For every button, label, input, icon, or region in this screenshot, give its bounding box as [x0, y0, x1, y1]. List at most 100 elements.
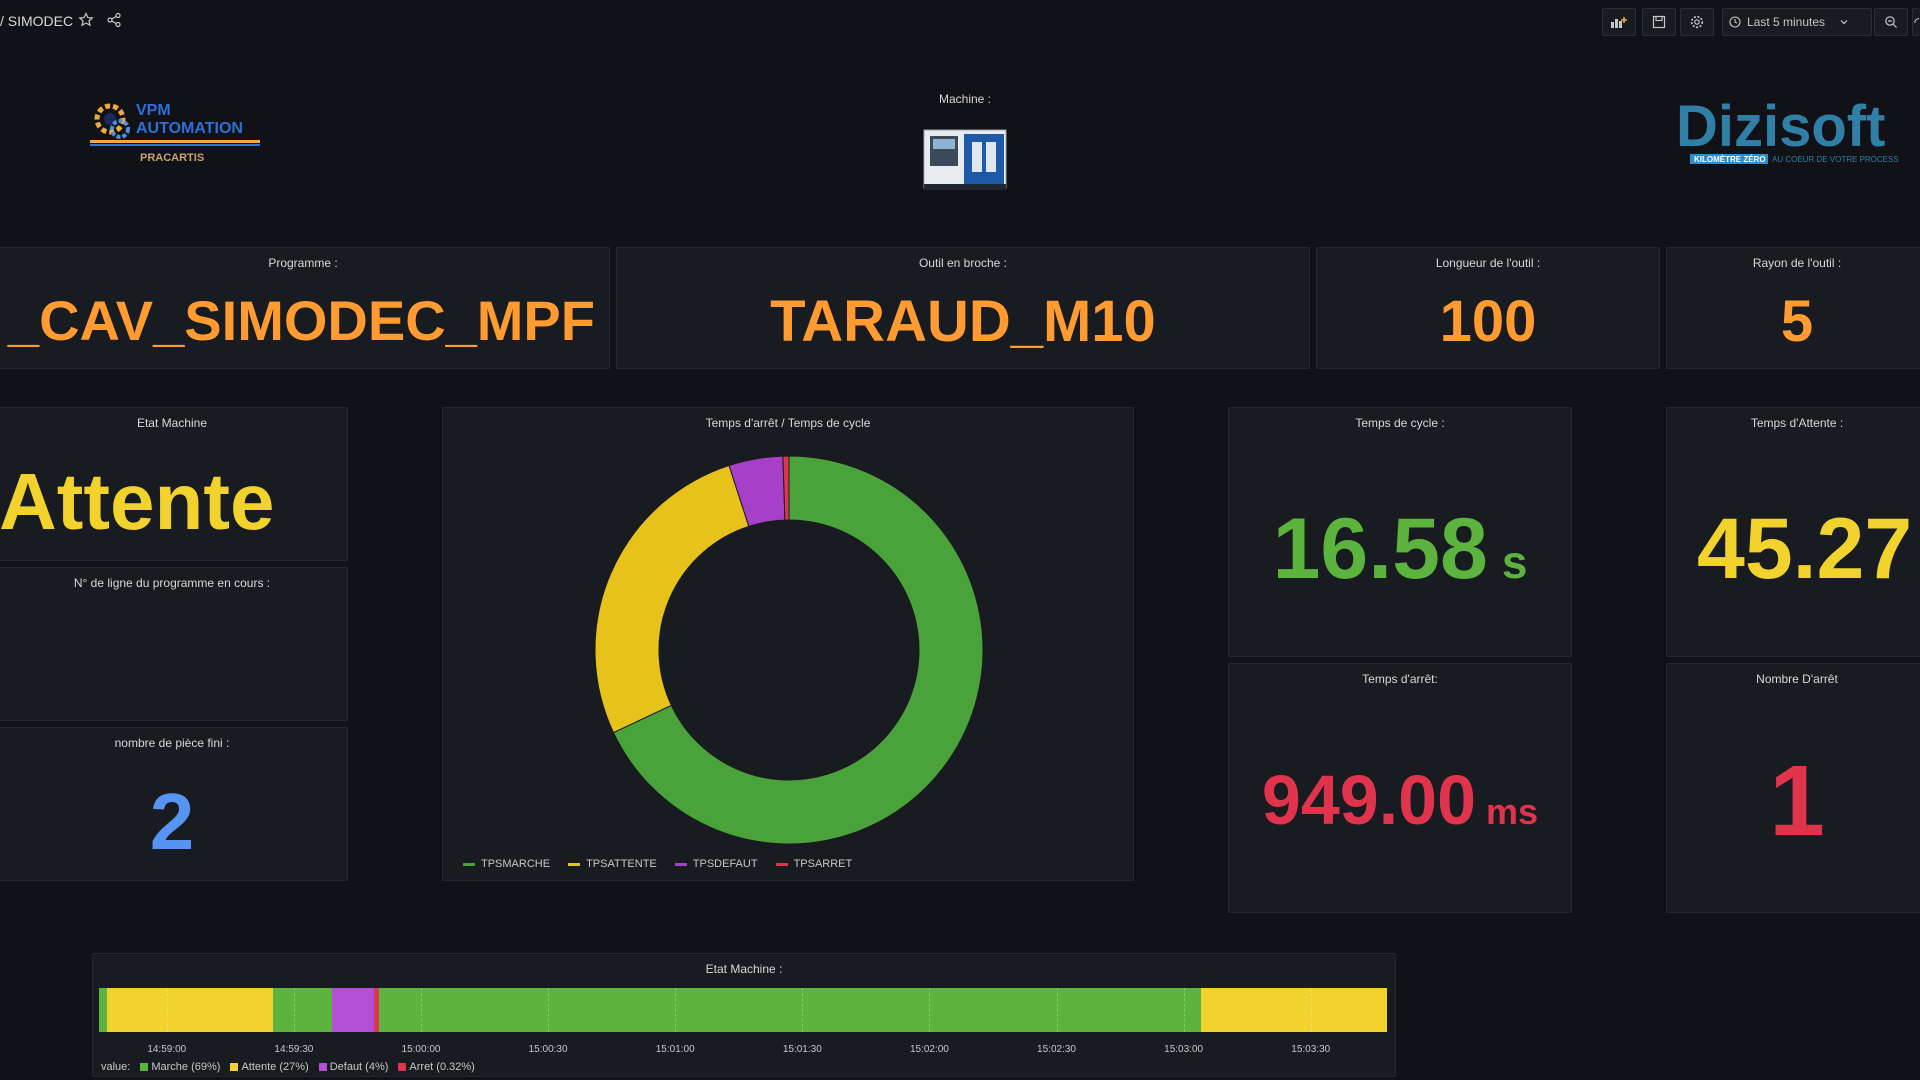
arret-unit: ms: [1486, 791, 1539, 832]
arret-title: Temps d'arrêt:: [1362, 672, 1438, 686]
timeline-gridline: [1183, 988, 1185, 1032]
share-icon[interactable]: [106, 12, 122, 28]
timeline-gridline: [1310, 988, 1312, 1032]
svg-text:KILOMÈTRE ZÉRO: KILOMÈTRE ZÉRO: [1694, 155, 1766, 164]
pieces-panel[interactable]: nombre de pièce fini : 2: [0, 727, 348, 881]
svg-text:AUTOMATION: AUTOMATION: [136, 120, 243, 137]
arret-value: 949.00: [1261, 761, 1477, 839]
cycle-value-wrap: 16.58 s: [1229, 500, 1571, 599]
zoom-out-button[interactable]: [1874, 8, 1908, 36]
timeline-legend-item[interactable]: Arret (0.32%): [398, 1061, 475, 1073]
attente-title: Temps d'Attente :: [1750, 416, 1844, 430]
rayon-panel[interactable]: Rayon de l'outil : 5: [1666, 247, 1920, 369]
outil-panel[interactable]: Outil en broche : TARAUD_M10: [616, 247, 1310, 369]
timeline-segment-marche[interactable]: [99, 988, 108, 1032]
timeline-legend-item[interactable]: Defaut (4%): [318, 1061, 389, 1073]
timeline-tick-label: 15:02:00: [909, 1044, 949, 1055]
timeline-bar: [99, 988, 1387, 1032]
nombre-arret-panel[interactable]: Nombre D'arrêt 1: [1666, 663, 1920, 913]
legend-swatch: [674, 862, 687, 866]
legend-swatch: [230, 1063, 239, 1071]
arret-panel[interactable]: Temps d'arrêt: 949.00 ms: [1228, 663, 1572, 913]
dizisoft-logo: Dizisoft KILOMÈTRE ZÉRO AU COEUR DE VOTR…: [1676, 94, 1920, 176]
cycle-unit: s: [1501, 536, 1528, 588]
timeline-segment-attente[interactable]: [1200, 988, 1387, 1032]
timeline-tick-label: 15:01:00: [655, 1044, 695, 1055]
donut-legend-item[interactable]: TPSDEFAUT: [674, 858, 758, 870]
rayon-title: Rayon de l'outil :: [1752, 256, 1842, 270]
legend-label: Attente (27%): [241, 1061, 309, 1073]
donut-legend-item[interactable]: TPSMARCHE: [463, 858, 550, 870]
pieces-value: 2: [149, 777, 195, 866]
donut-slice-tpsarret[interactable]: [782, 455, 790, 521]
clock-icon: [1729, 16, 1741, 28]
programme-panel[interactable]: Programme : _CAV_SIMODEC_MPF: [0, 247, 610, 369]
legend-swatch: [140, 1063, 149, 1071]
timeline-segment-marche[interactable]: [272, 988, 333, 1032]
timeline-gridline: [293, 988, 295, 1032]
timeline-legend-prefix: value:: [101, 1061, 131, 1073]
donut-panel[interactable]: Temps d'arrêt / Temps de cycle TPSMARCHE…: [442, 407, 1134, 881]
timeline-gridline: [1056, 988, 1058, 1032]
save-dashboard-button[interactable]: [1642, 8, 1676, 36]
legend-label: TPSDEFAUT: [692, 858, 758, 870]
svg-text:VPM: VPM: [136, 102, 171, 119]
timeline-panel[interactable]: Etat Machine : value: Marche (69%) Attent…: [92, 953, 1396, 1077]
legend-swatch: [398, 1063, 407, 1071]
legend-label: TPSATTENTE: [586, 858, 657, 870]
attente-value: 45.27: [1697, 501, 1913, 597]
timeline-gridline: [166, 988, 168, 1032]
svg-text:Dizisoft: Dizisoft: [1676, 96, 1885, 159]
timeline-gridline: [421, 988, 422, 1032]
time-range-label: Last 5 minutes: [1747, 15, 1826, 29]
timeline-title: Etat Machine :: [705, 962, 783, 976]
timeline-tick-label: 15:01:30: [782, 1044, 822, 1055]
donut-legend-item[interactable]: TPSARRET: [775, 858, 853, 870]
cycle-title: Temps de cycle :: [1355, 416, 1445, 430]
longueur-panel[interactable]: Longueur de l'outil : 100: [1316, 247, 1660, 369]
timeline-segment-attente[interactable]: [107, 988, 273, 1032]
timeline-segment-defaut[interactable]: [332, 988, 375, 1032]
timeline-segment-arret[interactable]: [374, 988, 379, 1032]
chevron-down-icon: [1840, 20, 1848, 25]
legend-label: TPSARRET: [793, 858, 853, 870]
timeline-gridline: [548, 988, 550, 1032]
add-panel-icon: [1611, 17, 1627, 28]
attente-panel[interactable]: Temps d'Attente : 45.27: [1666, 407, 1920, 657]
etat-machine-title: Etat Machine: [136, 416, 208, 430]
timeline-gridline: [675, 988, 677, 1032]
legend-label: Defaut (4%): [329, 1061, 389, 1073]
timeline-legend: value: Marche (69%) Attente (27%) Defaut (…: [101, 1061, 475, 1073]
ligne-programme-title: N° de ligne du programme en cours :: [73, 576, 271, 590]
timeline-gridline: [802, 988, 804, 1032]
ligne-programme-panel[interactable]: N° de ligne du programme en cours :: [0, 567, 348, 721]
donut-legend-item[interactable]: TPSATTENTE: [568, 858, 657, 870]
etat-machine-panel[interactable]: Etat Machine Attente: [0, 407, 348, 561]
star-icon[interactable]: [78, 12, 94, 28]
settings-button[interactable]: [1680, 8, 1714, 36]
programme-title: Programme :: [268, 256, 338, 270]
timeline-tick-label: 14:59:00: [147, 1044, 187, 1055]
zoom-out-icon: [1885, 16, 1897, 28]
breadcrumb[interactable]: / SIMODEC: [0, 13, 74, 29]
timeline-legend-item[interactable]: Attente (27%): [230, 1061, 309, 1073]
outil-title: Outil en broche :: [918, 256, 1008, 270]
time-range-picker[interactable]: Last 5 minutes: [1722, 8, 1872, 36]
legend-swatch: [775, 862, 788, 866]
arret-value-wrap: 949.00 ms: [1229, 760, 1571, 840]
timeline-tick-label: 15:00:00: [401, 1044, 441, 1055]
gear-icon: [1690, 15, 1704, 29]
donut-slice-tpsmarche[interactable]: [612, 455, 984, 845]
longueur-title: Longueur de l'outil :: [1435, 256, 1541, 270]
timeline-segment-marche[interactable]: [378, 988, 1201, 1032]
pieces-title: nombre de pièce fini :: [114, 736, 230, 750]
add-panel-button[interactable]: [1602, 8, 1636, 36]
cycle-value: 16.58: [1272, 501, 1488, 597]
cycle-panel[interactable]: Temps de cycle : 16.58 s: [1228, 407, 1572, 657]
timeline-legend-item[interactable]: Marche (69%): [140, 1061, 220, 1073]
nombre-arret-value: 1: [1769, 745, 1825, 857]
legend-swatch: [568, 862, 581, 866]
refresh-button[interactable]: [1912, 8, 1920, 36]
donut-slice-tpsattente[interactable]: [594, 464, 750, 734]
